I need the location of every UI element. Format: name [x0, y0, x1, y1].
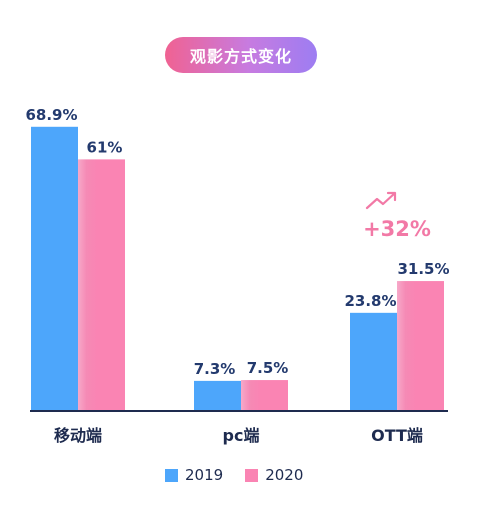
- growth-annotation: +32%: [363, 217, 431, 241]
- legend-item-2020: 2020: [245, 466, 303, 484]
- trend-up-icon: [365, 191, 397, 210]
- category-label-1: pc端: [223, 426, 260, 445]
- bar-2019-1: [194, 380, 241, 411]
- data-label-2020-2: 31.5%: [397, 260, 449, 278]
- legend: 2019 2020: [165, 466, 303, 484]
- data-label-2019-2: 23.8%: [344, 292, 396, 310]
- category-label-2: OTT端: [371, 426, 423, 445]
- labels-group: 68.9% 61% 移动端 7.3% 7.5% pc端 23.8%31.5% OTT端: [25, 106, 449, 445]
- annotation-group: +32%: [363, 191, 431, 241]
- legend-item-2019: 2019: [165, 466, 223, 484]
- bar-2019-0: [31, 126, 78, 411]
- bar-2020-0: [78, 159, 125, 411]
- legend-label-2019: 2019: [185, 466, 224, 484]
- legend-swatch-2020: [245, 468, 259, 482]
- bar-2020-2: [397, 281, 444, 411]
- data-label-2020-0: 61%: [87, 138, 123, 156]
- bar-2019-2: [350, 312, 397, 411]
- legend-label-2020: 2020: [265, 466, 304, 484]
- bars-group: [31, 126, 444, 411]
- bar-2020-1: [241, 380, 288, 411]
- chart-title: 观影方式变化: [165, 37, 317, 73]
- data-label-2019-0: 68.9%: [25, 106, 77, 124]
- data-label-2020-1: 7.5%: [247, 359, 289, 377]
- legend-swatch-2019: [165, 468, 178, 482]
- category-label-0: 移动端: [54, 426, 102, 445]
- data-label-2019-1: 7.3%: [194, 360, 236, 378]
